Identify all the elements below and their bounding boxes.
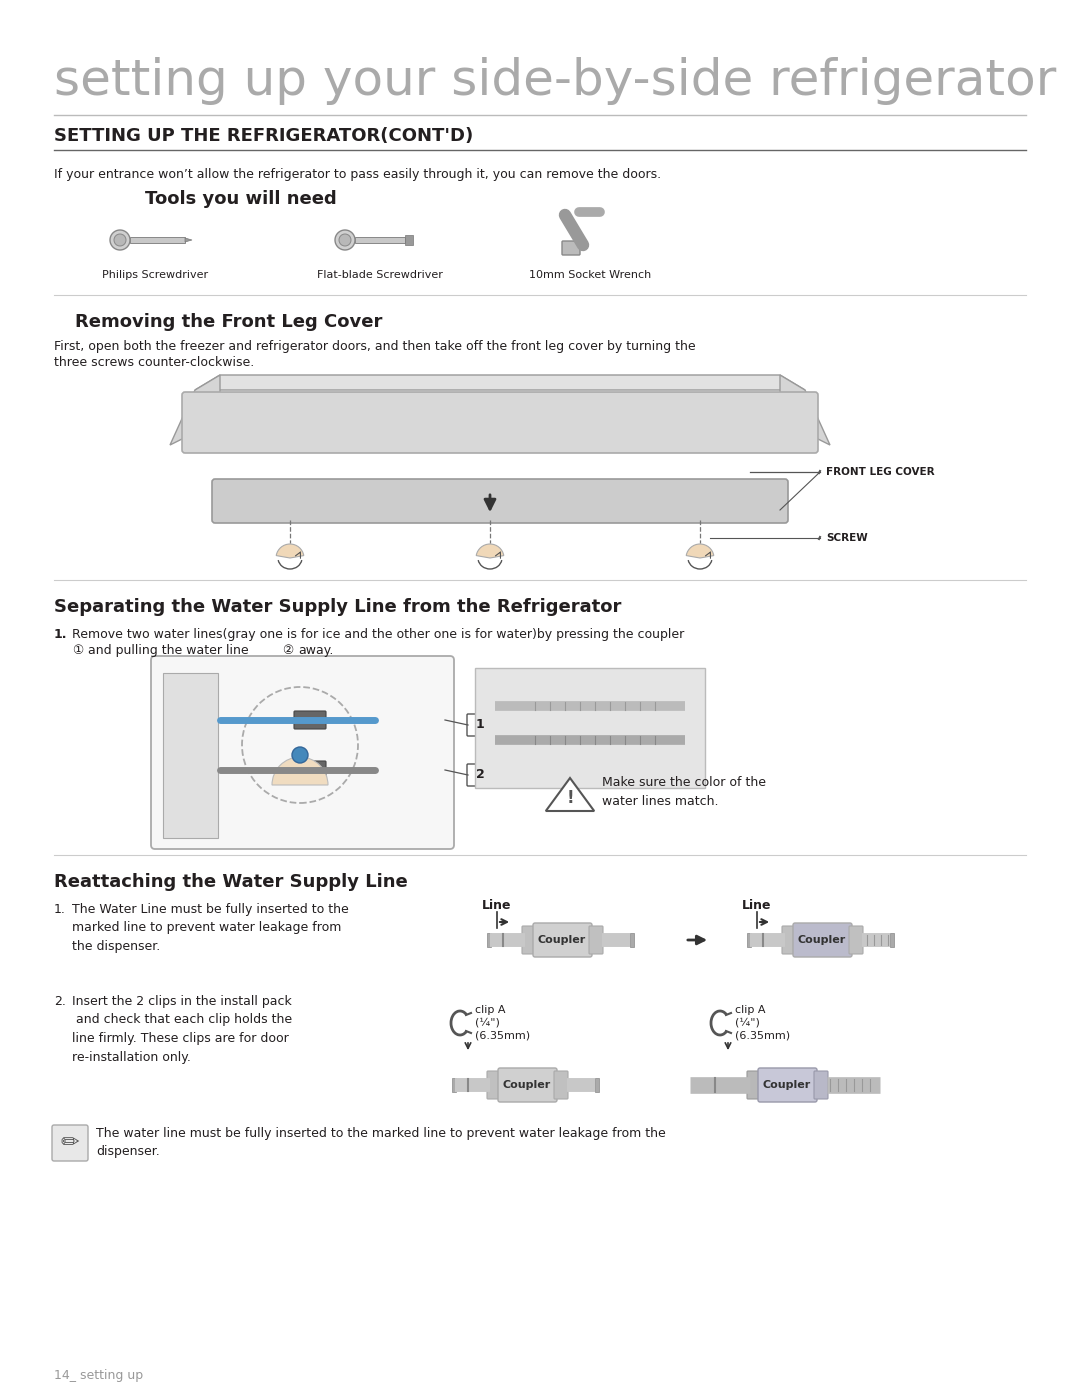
Wedge shape [686, 543, 714, 557]
FancyBboxPatch shape [467, 714, 491, 736]
Bar [890, 933, 894, 947]
Text: Coupler: Coupler [762, 1080, 811, 1090]
Polygon shape [195, 374, 805, 390]
Bar [747, 933, 751, 947]
Text: Coupler: Coupler [538, 935, 586, 944]
Bar [130, 237, 185, 243]
Wedge shape [272, 757, 328, 785]
Text: Make sure the color of the
water lines match.: Make sure the color of the water lines m… [602, 775, 766, 807]
FancyBboxPatch shape [782, 926, 796, 954]
Text: Flat-blade Screwdriver: Flat-blade Screwdriver [318, 270, 443, 279]
FancyBboxPatch shape [534, 923, 592, 957]
Polygon shape [780, 374, 831, 446]
FancyBboxPatch shape [475, 668, 705, 788]
FancyBboxPatch shape [498, 1067, 557, 1102]
FancyBboxPatch shape [747, 1071, 761, 1099]
Polygon shape [185, 237, 192, 242]
Circle shape [292, 747, 308, 763]
Text: away.: away. [298, 644, 334, 657]
Text: The water line must be fully inserted to the marked line to prevent water leakag: The water line must be fully inserted to… [96, 1127, 665, 1158]
FancyBboxPatch shape [294, 761, 326, 780]
Text: 10mm Socket Wrench: 10mm Socket Wrench [529, 270, 651, 279]
Text: 2: 2 [475, 768, 484, 781]
Text: Coupler: Coupler [503, 1080, 551, 1090]
Text: !: ! [566, 789, 573, 807]
Circle shape [339, 235, 351, 246]
Text: SETTING UP THE REFRIGERATOR(CONT'D): SETTING UP THE REFRIGERATOR(CONT'D) [54, 127, 473, 145]
FancyBboxPatch shape [212, 479, 788, 522]
Bar [630, 933, 634, 947]
Text: Philips Screwdriver: Philips Screwdriver [102, 270, 208, 279]
Text: setting up your side-by-side refrigerator: setting up your side-by-side refrigerato… [54, 57, 1056, 105]
FancyBboxPatch shape [522, 926, 536, 954]
Text: clip A
(¼")
(6.35mm): clip A (¼") (6.35mm) [475, 1004, 530, 1041]
Bar [163, 673, 218, 838]
Text: three screws counter-clockwise.: three screws counter-clockwise. [54, 356, 254, 369]
Bar [487, 933, 491, 947]
Text: Removing the Front Leg Cover: Removing the Front Leg Cover [75, 313, 382, 331]
Bar [453, 1078, 456, 1092]
Bar [405, 235, 413, 244]
FancyBboxPatch shape [814, 1071, 828, 1099]
FancyBboxPatch shape [151, 657, 454, 849]
Text: The Water Line must be fully inserted to the
marked line to prevent water leakag: The Water Line must be fully inserted to… [72, 902, 349, 953]
FancyBboxPatch shape [554, 1071, 568, 1099]
Text: and pulling the water line: and pulling the water line [87, 644, 248, 657]
Text: FRONT LEG COVER: FRONT LEG COVER [826, 467, 934, 476]
FancyBboxPatch shape [52, 1125, 87, 1161]
FancyBboxPatch shape [793, 923, 852, 957]
Text: Reattaching the Water Supply Line: Reattaching the Water Supply Line [54, 873, 408, 891]
Bar [355, 237, 405, 243]
Text: Line: Line [742, 900, 772, 912]
Text: Insert the 2 clips in the install pack
 and check that each clip holds the
line : Insert the 2 clips in the install pack a… [72, 995, 292, 1063]
Polygon shape [545, 778, 594, 812]
FancyBboxPatch shape [758, 1067, 816, 1102]
Text: 1.: 1. [54, 902, 66, 916]
Text: clip A
(¼")
(6.35mm): clip A (¼") (6.35mm) [735, 1004, 791, 1041]
Text: Line: Line [483, 900, 512, 912]
FancyBboxPatch shape [467, 764, 491, 787]
Polygon shape [170, 374, 220, 446]
Text: 1: 1 [475, 718, 484, 732]
Circle shape [110, 231, 130, 250]
Text: First, open both the freezer and refrigerator doors, and then take off the front: First, open both the freezer and refrige… [54, 339, 696, 353]
FancyBboxPatch shape [849, 926, 863, 954]
Text: If your entrance won’t allow the refrigerator to pass easily through it, you can: If your entrance won’t allow the refrige… [54, 168, 661, 182]
Text: ①: ① [72, 644, 83, 657]
Bar [595, 1078, 599, 1092]
Text: Tools you will need: Tools you will need [145, 190, 337, 208]
Text: ✏: ✏ [60, 1133, 79, 1153]
Wedge shape [476, 543, 503, 557]
Text: 1.: 1. [54, 629, 67, 641]
FancyBboxPatch shape [294, 711, 326, 729]
FancyBboxPatch shape [562, 242, 580, 256]
Text: Separating the Water Supply Line from the Refrigerator: Separating the Water Supply Line from th… [54, 598, 621, 616]
FancyBboxPatch shape [487, 1071, 501, 1099]
Text: 14_ setting up: 14_ setting up [54, 1369, 144, 1382]
Circle shape [114, 235, 126, 246]
FancyBboxPatch shape [589, 926, 603, 954]
Text: ②: ② [282, 644, 294, 657]
Text: SCREW: SCREW [826, 534, 867, 543]
Text: 2.: 2. [54, 995, 66, 1009]
Text: Remove two water lines(gray one is for ice and the other one is for water)by pre: Remove two water lines(gray one is for i… [72, 629, 685, 641]
Circle shape [335, 231, 355, 250]
FancyBboxPatch shape [183, 393, 818, 453]
Text: Coupler: Coupler [798, 935, 846, 944]
Wedge shape [276, 543, 303, 557]
